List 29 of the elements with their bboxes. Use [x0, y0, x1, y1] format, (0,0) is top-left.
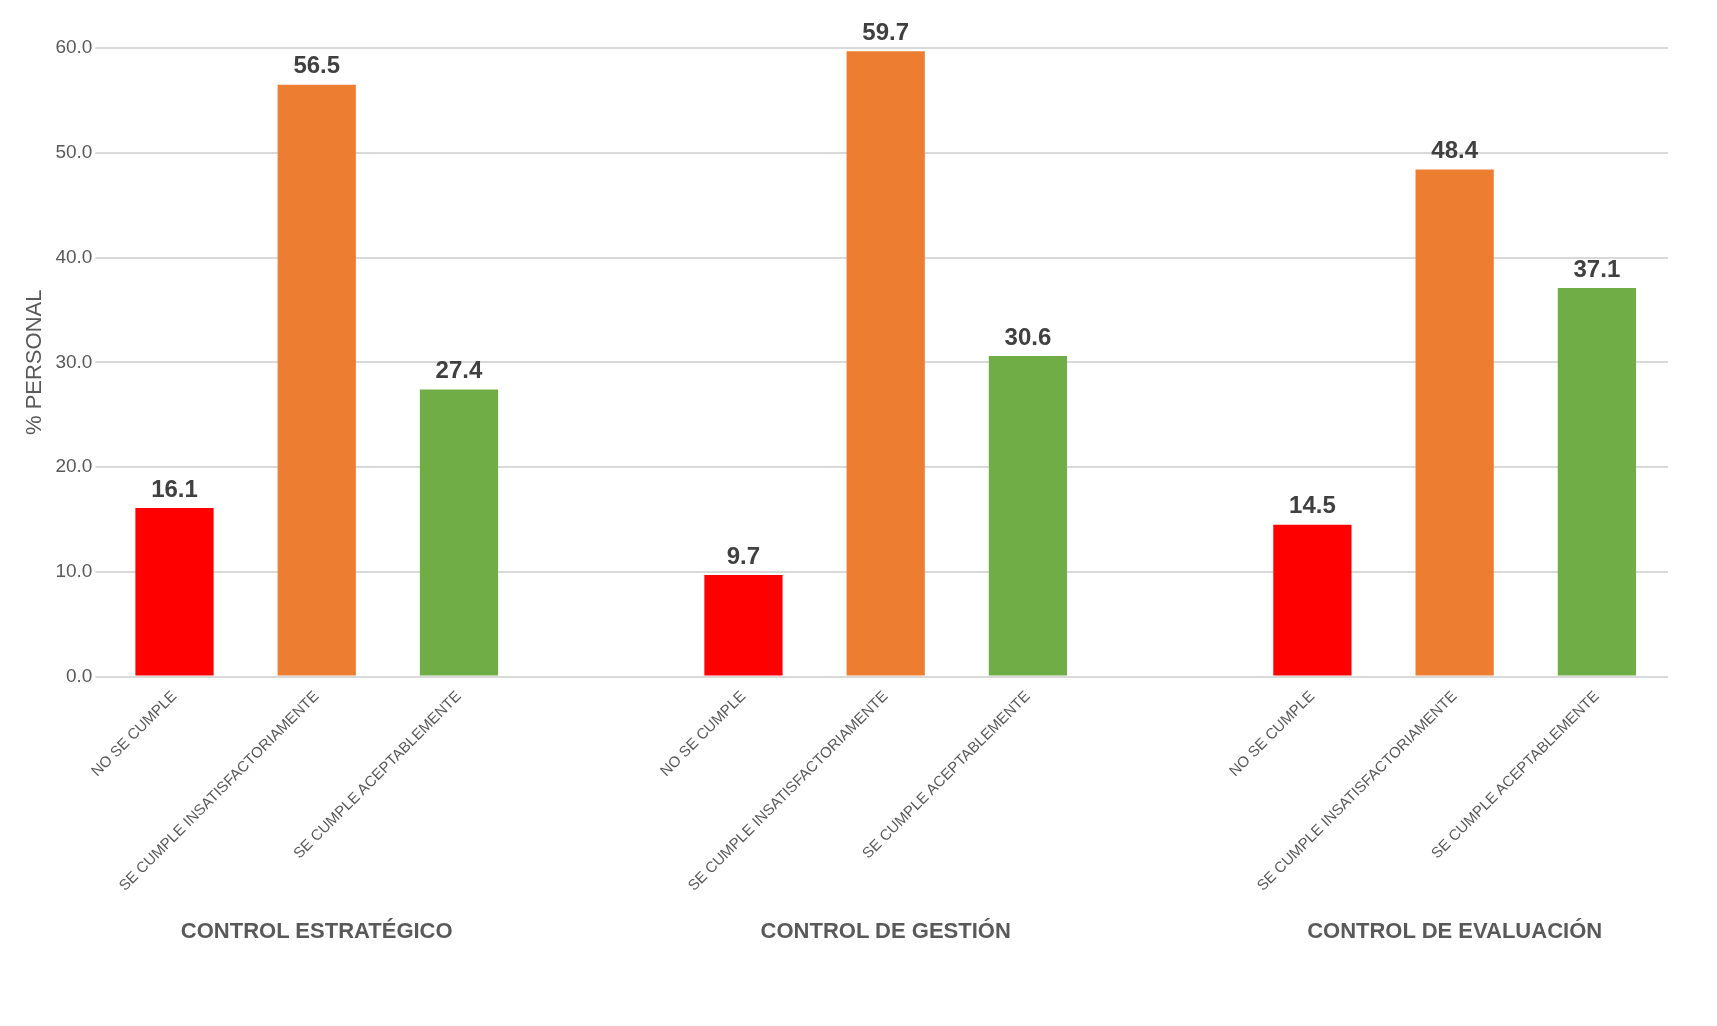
bar [419, 389, 499, 676]
data-label: 30.6 [1004, 322, 1052, 350]
data-label: 48.4 [1431, 136, 1479, 164]
data-label: 16.1 [151, 474, 198, 502]
y-tick-label: 60.0 [55, 36, 93, 58]
data-label: 14.5 [1289, 491, 1336, 519]
bar [135, 507, 214, 676]
y-tick-label: 50.0 [55, 141, 93, 162]
data-label: 27.4 [435, 356, 483, 384]
data-label: 56.5 [293, 51, 341, 79]
bar [846, 51, 925, 676]
y-tick-label: 30.0 [55, 350, 93, 372]
text: CONTROL DE EVALUACIÓN [1307, 918, 1603, 943]
y-axis-title: % PERSONAL [21, 289, 47, 436]
bar [1415, 169, 1494, 676]
y-tick-label: 10.0 [55, 560, 93, 582]
bar [704, 574, 783, 676]
data-label: 9.7 [726, 541, 761, 569]
bar [988, 356, 1068, 676]
y-tick-label: 20.0 [55, 455, 93, 477]
text: CONTROL DE GESTIÓN [760, 918, 1011, 943]
text: CONTROL ESTRATÉGICO [180, 918, 453, 943]
y-tick-label: 0.0 [65, 664, 93, 686]
data-label: 59.7 [862, 17, 910, 45]
y-tick-label: 40.0 [55, 245, 93, 267]
data-label: 37.1 [1573, 254, 1621, 282]
bar [277, 84, 356, 676]
bar [1273, 524, 1352, 676]
bar [1557, 287, 1636, 676]
